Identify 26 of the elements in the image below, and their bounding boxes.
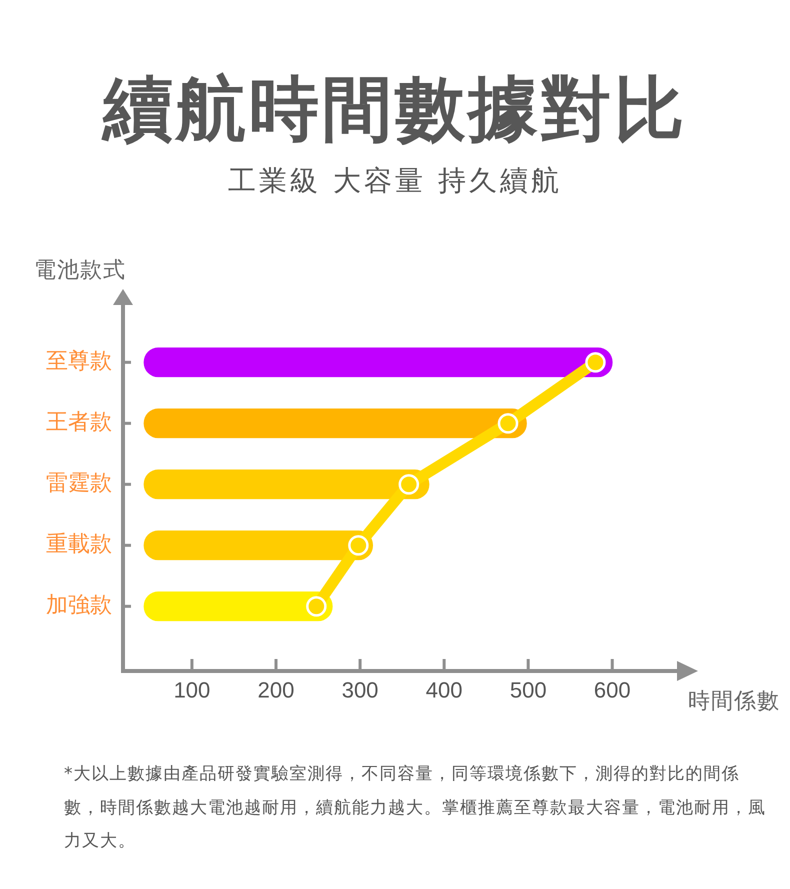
- y-tick-label: 王者款: [46, 410, 112, 436]
- x-tick-label: 300: [342, 677, 378, 702]
- point: [398, 474, 420, 495]
- y-axis-title: 電池款式: [34, 257, 126, 285]
- point: [585, 352, 606, 373]
- y-tick-label: 加強款: [46, 593, 112, 618]
- point: [348, 535, 369, 556]
- x-tick-label: 100: [174, 677, 210, 702]
- point: [498, 413, 518, 434]
- point: [306, 596, 327, 617]
- chart-subtitle: 工業級 大容量 持久續航: [227, 163, 563, 199]
- x-axis-title: 時間係數: [688, 688, 780, 716]
- y-tick-label: 重載款: [46, 532, 112, 558]
- text: *大以上數據由產品研發實驗室測得，不同容量，同等環境係數下，測得的對比的間係數，時間係數越大電池越耐用，續航能力越大。掌櫃推薦至尊款最大容量，電池耐用，風力又大。: [64, 763, 767, 853]
- bar: [144, 530, 374, 560]
- bar: [144, 348, 613, 378]
- chart-title: 續航時間數據對比: [100, 67, 688, 152]
- bar: [144, 408, 527, 438]
- bar: [144, 592, 333, 622]
- y-tick-label: 至尊款: [46, 349, 112, 374]
- x-tick-label: 600: [594, 677, 631, 702]
- bar: [144, 470, 430, 500]
- y-tick-label: 雷霆款: [46, 471, 112, 496]
- x-tick-label: 500: [510, 677, 547, 702]
- x-tick-label: 400: [426, 677, 462, 702]
- x-tick-label: 200: [258, 677, 294, 702]
